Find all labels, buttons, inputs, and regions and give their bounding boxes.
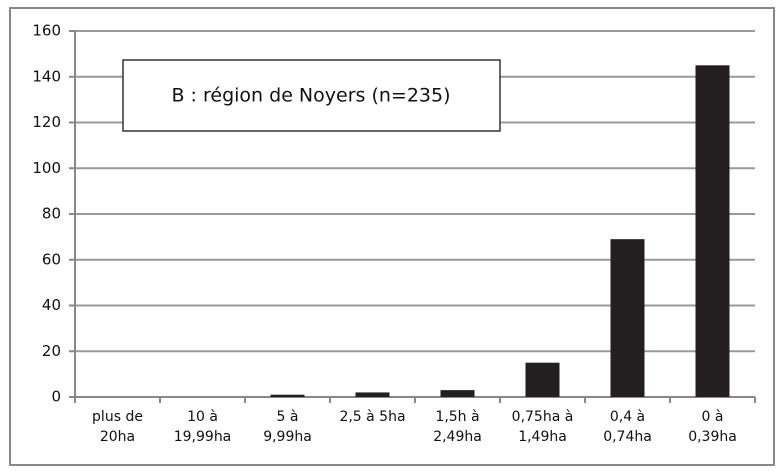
y-tick-label: 160 [32,22,61,40]
x-tick-label: 0,4 à 0,74ha [603,409,652,445]
bar [695,65,730,397]
bar [610,239,645,397]
y-tick-label: 0 [51,388,61,406]
y-tick-label: 80 [42,205,61,223]
bar [440,390,475,397]
y-tick-label: 140 [32,67,61,85]
x-tick-label: plus de 20ha [92,409,143,445]
y-tick-label: 120 [32,113,61,131]
x-tick-label: 5 à 9,99ha [263,409,312,445]
y-tick-label: 20 [42,342,61,360]
bar [525,362,560,397]
x-tick-label: 2,5 à 5ha [339,409,406,425]
x-tick-label: 0,75ha à 1,49ha [511,409,574,445]
y-tick-label: 60 [42,250,61,268]
bar [355,392,390,397]
x-tick-label: 10 à 19,99ha [173,409,232,445]
bar [270,394,305,397]
y-tick-label: 40 [42,296,61,314]
x-tick-label: 0 à 0,39ha [688,409,737,445]
y-tick-label: 100 [32,159,61,177]
title-box [122,59,501,132]
chart-title: B : région de Noyers (n=235) [171,85,450,107]
frame [9,7,775,466]
x-tick-label: 1,5h à 2,49ha [433,409,482,445]
